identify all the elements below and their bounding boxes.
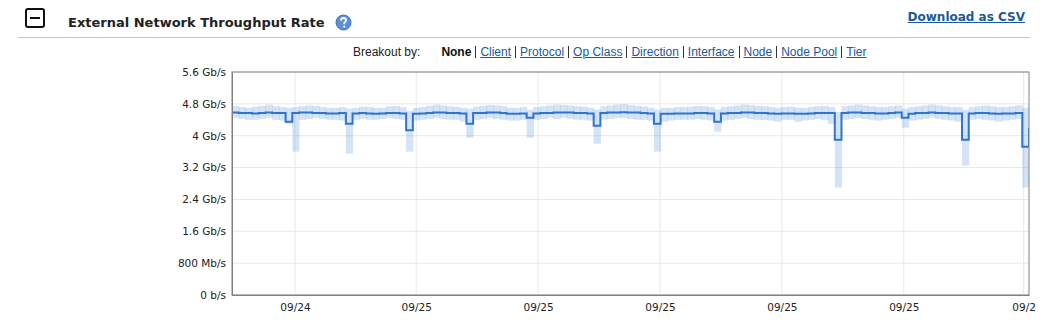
range-bar — [620, 104, 627, 118]
range-bar — [560, 105, 567, 118]
x-tick: 09/25 — [402, 295, 432, 313]
grid-line-y — [232, 103, 1029, 104]
x-tick: 09/25 — [767, 295, 797, 313]
grid-line-y — [232, 231, 1029, 232]
breakout-label: Breakout by: — [353, 45, 420, 59]
x-tick-label: 09/24 — [280, 301, 311, 313]
y-tick-label: 0 b/s — [200, 289, 226, 301]
chart: 0 b/s 800 Mb/s 1.6 Gb/s 2.4 Gb/s 3.2 Gb/s 4 G… — [0, 0, 1044, 333]
y-tick: 5.6 Gb/s — [182, 66, 232, 78]
breakout-option[interactable]: Client — [480, 45, 511, 59]
x-tick-label: 09/25 — [889, 301, 919, 313]
grid — [232, 72, 1029, 295]
breakout-separator — [683, 46, 684, 58]
breakout-option[interactable]: Tier — [846, 45, 866, 59]
breakout-separator — [841, 46, 842, 58]
y-tick-label: 4.8 Gb/s — [182, 98, 226, 110]
y-axis: 0 b/s 800 Mb/s 1.6 Gb/s 2.4 Gb/s 3.2 Gb/s 4 G… — [178, 66, 233, 301]
range-bar — [433, 105, 440, 118]
help-circle — [336, 15, 351, 30]
y-tick: 1.6 Gb/s — [182, 225, 232, 237]
breakout-option[interactable]: Protocol — [520, 45, 564, 59]
plot-frame — [232, 72, 1029, 295]
y-tick: 2.4 Gb/s — [182, 193, 232, 205]
breakout-option[interactable]: Direction — [631, 45, 678, 59]
y-tick: 800 Mb/s — [178, 257, 232, 269]
range-bar — [312, 106, 319, 118]
breakout-separator — [475, 46, 476, 58]
grid-line-x — [294, 72, 295, 295]
grid-line-x — [538, 72, 539, 295]
y-tick: 4.8 Gb/s — [182, 98, 232, 110]
breakout-option[interactable]: Node — [744, 45, 773, 59]
x-axis: 09/24 09/25 09/25 09/25 09/25 09/25 09/2 — [233, 295, 1036, 313]
breakout-separator — [568, 46, 569, 58]
breakout-separator — [776, 46, 777, 58]
y-axis-line — [232, 73, 233, 296]
x-tick: 09/25 — [645, 295, 675, 313]
y-tick: 3.2 Gb/s — [182, 161, 232, 173]
help-dot — [343, 26, 345, 28]
help-glyph — [341, 18, 346, 24]
grid-line-x — [416, 72, 417, 295]
range-bar — [741, 105, 748, 118]
grid-line-y — [232, 167, 1029, 168]
x-tick-label: 09/2 — [1012, 301, 1036, 313]
grid-line-y — [232, 199, 1029, 200]
y-tick-label: 2.4 Gb/s — [182, 193, 226, 205]
y-tick-label: 4 Gb/s — [192, 130, 226, 142]
x-tick-label: 09/25 — [645, 301, 675, 313]
help-icon[interactable] — [335, 14, 352, 31]
x-tick-label: 09/25 — [767, 301, 797, 313]
breakout-option[interactable]: None — [441, 45, 471, 59]
y-tick: 0 b/s — [200, 289, 232, 301]
header-rule — [18, 37, 1030, 38]
breakout-option[interactable]: Node Pool — [781, 45, 837, 59]
y-tick-label: 800 Mb/s — [178, 257, 226, 269]
x-tick: 09/25 — [889, 295, 919, 313]
x-tick-label: 09/25 — [523, 301, 553, 313]
grid-line-x — [903, 72, 904, 295]
collapse-icon — [30, 17, 40, 19]
breakout-bar: Breakout by: None Client Protocol Op Class Di… — [353, 45, 866, 59]
chart-title: External Network Throughput Rate — [68, 15, 325, 30]
breakout-separator — [739, 46, 740, 58]
series-line — [232, 112, 1029, 147]
y-tick: 4 Gb/s — [192, 130, 232, 142]
x-tick: 09/24 — [280, 295, 311, 313]
range-bar — [929, 105, 936, 118]
breakout-option[interactable]: Interface — [688, 45, 735, 59]
breakout-option[interactable]: Op Class — [573, 45, 622, 59]
range-bar — [487, 105, 494, 118]
y-tick-label: 3.2 Gb/s — [182, 161, 226, 173]
y-tick-label: 5.6 Gb/s — [182, 66, 226, 78]
range-band — [232, 104, 1029, 188]
grid-line-x — [659, 72, 660, 295]
range-bar — [855, 105, 862, 118]
x-tick: 09/25 — [523, 295, 553, 313]
grid-line-y — [232, 263, 1029, 264]
x-axis-line — [233, 295, 1030, 296]
download-link[interactable]: Download as CSV — [908, 10, 1025, 24]
x-tick: 09/2 — [1012, 295, 1036, 313]
x-tick-label: 09/25 — [402, 301, 432, 313]
plot-area — [232, 104, 1029, 188]
breakout-separator — [626, 46, 627, 58]
range-bar — [265, 105, 272, 118]
collapse-button[interactable] — [25, 8, 45, 28]
breakout-separator — [515, 46, 516, 58]
y-tick-label: 1.6 Gb/s — [182, 225, 226, 237]
grid-line-x — [781, 72, 782, 295]
